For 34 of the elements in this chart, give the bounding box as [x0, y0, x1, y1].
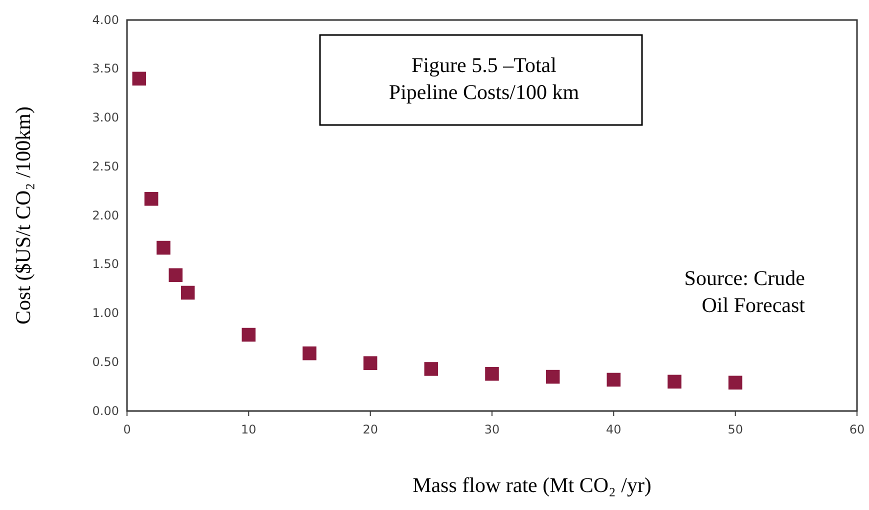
point [132, 72, 146, 86]
x-tick-label: 50 [728, 422, 743, 436]
x-tick-label: 60 [849, 422, 865, 436]
point [242, 328, 256, 342]
y-tick-label: 3.00 [92, 110, 119, 125]
x-tick-label: 40 [606, 422, 622, 436]
point [302, 346, 316, 360]
y-tick-label: 1.50 [92, 257, 119, 272]
point [424, 362, 438, 376]
annotation: Source: Crude Oil Forecast [684, 266, 806, 317]
point [363, 356, 378, 370]
point [546, 370, 560, 384]
x-tick-label: 20 [362, 422, 378, 436]
x-tick-label: 10 [241, 422, 256, 436]
y-tick-label: 3.50 [92, 62, 119, 76]
x-tick-label: 0 [123, 422, 131, 436]
point [144, 192, 158, 206]
y-tick-label: 0.50 [92, 354, 119, 369]
x-tick-label: 30 [484, 422, 500, 436]
point [606, 372, 621, 387]
y-axis-title: Cost ($US/t CO₂ /100km) [11, 106, 35, 324]
point [156, 240, 170, 255]
x-axis-title: Mass flow rate (Mt CO₂ /yr) [412, 473, 652, 497]
point [728, 376, 742, 390]
point [180, 286, 195, 300]
y-tick-label: 4.00 [92, 12, 119, 27]
point [485, 366, 499, 381]
y-tick-label: 0.00 [92, 404, 119, 418]
y-tick-label: 1.00 [92, 306, 119, 320]
point [168, 268, 183, 282]
y-tick-label: 2.00 [92, 208, 119, 222]
text: Figure 5.5 –Total Pipeline Costs/100 km [388, 53, 580, 104]
y-tick-label: 2.50 [92, 159, 119, 174]
point [668, 374, 682, 389]
